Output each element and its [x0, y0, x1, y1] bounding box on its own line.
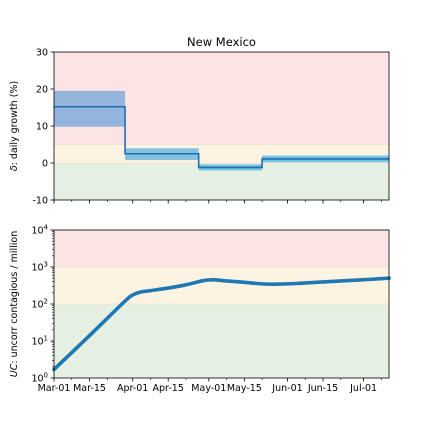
contagious-band-2: [54, 304, 389, 378]
contagious-panel: 100 101 102 103 104 Mar-01 Mar-15 Apr-01 Apr-15…: [9, 224, 391, 394]
contagious-ytick-label-4: 104: [31, 224, 48, 237]
contagious-ytick-label-3: 103: [31, 261, 48, 274]
contagious-plot-area: [52, 229, 391, 379]
contagious-y-axis-label: UC: uncorr contagious / million: [9, 231, 20, 378]
contagious-series-line: [52, 276, 391, 372]
contagious-xtick-label-8: Jul-01: [349, 383, 377, 394]
contagious-xtick-label-3: Apr-15: [153, 383, 184, 394]
contagious-ylabel-text: : uncorr contagious / million: [9, 231, 20, 364]
contagious-band-1: [54, 267, 389, 304]
contagious-xtick-label-5: May-15: [227, 383, 262, 394]
growth-ytick-label-4: 30: [36, 48, 48, 59]
growth-ylabel-symbol: δ: [9, 165, 20, 171]
growth-ytick-label-3: 20: [36, 85, 48, 96]
contagious-ytick-label-1: 101: [31, 335, 48, 348]
contagious-xtick-label-1: Mar-15: [73, 383, 106, 394]
growth-y-axis: -10 0 10 20 30: [32, 48, 54, 207]
growth-x-axis: [53, 200, 382, 204]
growth-y-axis-label: δ: daily growth (%): [9, 81, 20, 171]
contagious-x-axis: Mar-01 Mar-15 Apr-01 Apr-15 May-01 May-15 Jun-…: [38, 378, 382, 394]
contagious-xtick-label-0: Mar-01: [38, 383, 71, 394]
chart-title: New Mexico: [187, 35, 256, 49]
growth-ytick-label-1: 0: [42, 159, 48, 170]
contagious-ylabel-symbol: UC: [9, 363, 20, 377]
contagious-xtick-label-2: Apr-01: [117, 383, 148, 394]
growth-ytick-label-2: 10: [36, 122, 48, 133]
contagious-xtick-label-7: Jun-15: [307, 383, 338, 394]
contagious-xtick-label-6: Jun-01: [271, 383, 302, 394]
growth-ytick-label-0: -10: [32, 196, 48, 207]
contagious-band-0: [54, 230, 389, 267]
growth-step-line: [54, 105, 389, 169]
growth-ylabel-text: : daily growth (%): [9, 81, 20, 166]
growth-panel: New Mexico -10 0 10 20 30 δ: daily growth (%…: [9, 35, 390, 207]
contagious-xtick-label-4: May-01: [191, 383, 226, 394]
growth-plot-area: [53, 51, 390, 201]
contagious-ytick-label-2: 102: [31, 298, 48, 311]
growth-ci-0: [54, 90, 126, 127]
contagious-ytick-label-0: 100: [31, 372, 48, 385]
contagious-y-axis: 100 101 102 103 104: [31, 224, 54, 385]
